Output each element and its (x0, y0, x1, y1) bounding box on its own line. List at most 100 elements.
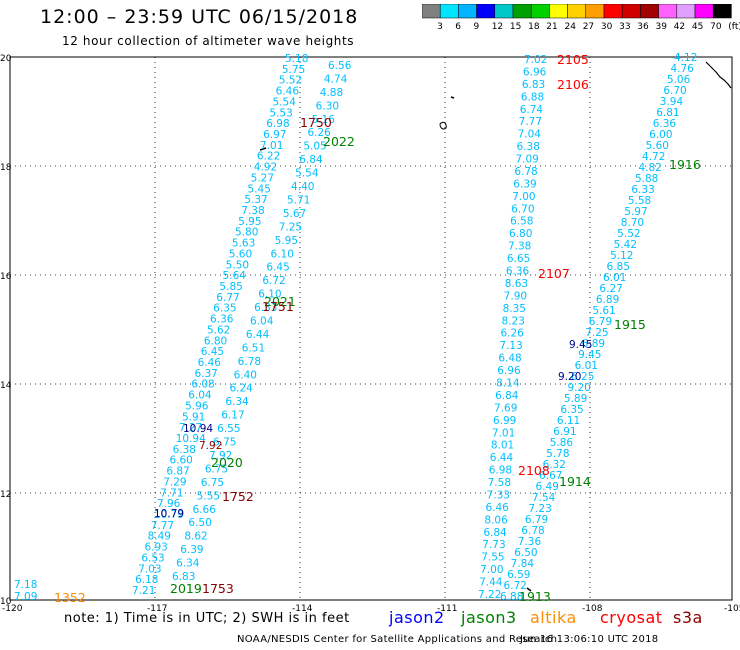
legend-s3a: s3a (673, 608, 703, 627)
wave-height-value: 5.88 (635, 173, 658, 185)
wave-height-value: 5.27 (251, 172, 274, 184)
wave-height-value: 6.33 (631, 184, 654, 196)
wave-height-value: 5.37 (244, 194, 267, 206)
wave-height-value: 4.76 (670, 63, 694, 75)
wave-height-value: 8.70 (621, 217, 644, 229)
colorbar-label: 27 (582, 22, 595, 32)
wave-height-value: 6.53 (141, 552, 164, 564)
colorbar-label: 21 (546, 22, 558, 32)
pass-time-label: 1913 (519, 589, 551, 604)
wave-height-value: 6.45 (266, 262, 289, 274)
wave-height-value: 5.96 (185, 400, 209, 412)
wave-height-value: 9.20 (567, 382, 590, 394)
wave-height-value: 6.00 (649, 129, 672, 141)
wave-height-value: 6.60 (169, 455, 192, 467)
lon-tick-label: -108 (582, 604, 603, 614)
lon-tick-label: -111 (437, 604, 457, 614)
wave-height-value: 6.55 (217, 423, 240, 435)
wave-height-value: 6.45 (201, 346, 224, 358)
wave-height-value: 7.01 (260, 140, 283, 152)
wave-height-value: 6.84 (495, 390, 519, 402)
coastline (705, 61, 732, 89)
wave-height-value: 6.89 (582, 338, 605, 350)
wave-height-value: 5.86 (550, 437, 574, 449)
wave-height-value: 6.26 (307, 127, 331, 139)
pass-time-label: 1752 (222, 489, 254, 504)
colorbar-swatch (712, 4, 732, 19)
wave-height-value: 5.53 (269, 107, 292, 119)
island (259, 147, 267, 151)
wave-height-value: 5.64 (223, 270, 247, 282)
wave-height-value: 6.85 (607, 261, 630, 273)
wave-height-value: 6.51 (242, 342, 265, 354)
island (526, 587, 532, 592)
wave-height-value: 7.21 (132, 585, 155, 597)
wave-height-value: 6.65 (507, 253, 530, 265)
wave-height-value: 6.74 (520, 104, 544, 116)
pass-time-label: 2108 (518, 463, 550, 478)
lon-tick-label: -120 (2, 604, 23, 614)
legend-altika: altika (530, 608, 577, 627)
wave-height-value: 6.38 (517, 141, 540, 153)
wave-height-value: 6.99 (493, 415, 516, 427)
wave-height-value: 6.88 (521, 91, 544, 103)
page-subtitle: 12 hour collection of altimeter wave hei… (62, 34, 355, 48)
wave-height-value: 6.01 (575, 360, 598, 372)
colorbar-label: 12 (491, 22, 504, 32)
wave-height-value: 5.18 (285, 53, 308, 65)
wave-height-value: 5.97 (624, 206, 647, 218)
credit-line: NOAA/NESDIS Center for Satellite Applica… (237, 634, 558, 645)
wave-height-value: 6.67 (539, 470, 562, 482)
lon-tick-label: -114 (292, 604, 313, 614)
wave-height-value: 6.84 (483, 527, 507, 539)
wave-height-value: 6.33 (254, 302, 277, 314)
wave-height-value: 6.40 (234, 369, 257, 381)
pass-time-label: 2021 (264, 294, 296, 309)
wave-height-value: 5.12 (610, 250, 633, 262)
colorbar-label: 39 (655, 22, 667, 32)
wave-height-value: 6.36 (210, 314, 234, 326)
wave-height-value: 6.26 (500, 328, 524, 340)
wave-height-value: 6.46 (276, 86, 300, 98)
wave-height-value: 6.32 (543, 459, 566, 471)
pass-time-label: 1751 (262, 299, 294, 314)
wave-height-value: 9.45 (578, 349, 601, 361)
wave-height-value: 6.98 (489, 465, 512, 477)
wave-height-value: 6.50 (188, 517, 211, 529)
wave-height-value: 8.63 (505, 278, 528, 290)
wave-height-value: 7.00 (512, 191, 535, 203)
wave-height-value: 6.72 (504, 580, 527, 592)
highlight-value: 7.92 (199, 440, 222, 452)
wave-height-value: 8.06 (484, 514, 508, 526)
wave-height-value: 5.45 (248, 183, 271, 195)
wave-height-value: 6.11 (557, 415, 580, 427)
wave-height-value: 6.44 (246, 329, 270, 341)
wave-height-value: 4.72 (642, 151, 665, 163)
wave-height-value: 5.91 (182, 411, 205, 423)
colorbar-label: 33 (619, 22, 631, 32)
wave-height-value: 5.50 (226, 259, 249, 271)
wave-height-value: 5.85 (219, 281, 242, 293)
wave-height-value: 6.78 (521, 525, 544, 537)
colorbar-label: 36 (637, 22, 649, 32)
wave-height-value: 6.88 (500, 591, 523, 603)
wave-height-value: 7.23 (528, 503, 551, 515)
wave-height-value: 6.83 (172, 571, 195, 583)
wave-height-value: 6.44 (490, 452, 514, 464)
lat-tick-label: 16 (0, 272, 12, 282)
colorbar-label: (ft) (728, 22, 740, 32)
wave-height-value: 6.34 (225, 396, 249, 408)
wave-height-value: 6.79 (525, 514, 548, 526)
wave-height-value: 6.56 (328, 60, 352, 72)
wave-height-value: 6.37 (194, 368, 217, 380)
wave-height-value: 7.29 (163, 476, 186, 488)
wave-height-value: 5.95 (275, 235, 298, 247)
wave-height-value: 5.58 (628, 195, 651, 207)
legend-jason3: jason3 (461, 608, 517, 627)
wave-height-value: 6.36 (653, 118, 677, 130)
pass-time-label: 1352 (54, 590, 86, 605)
wave-height-value: 7.58 (488, 477, 511, 489)
wave-height-value: 7.84 (511, 558, 535, 570)
wave-height-value: 6.46 (198, 357, 222, 369)
